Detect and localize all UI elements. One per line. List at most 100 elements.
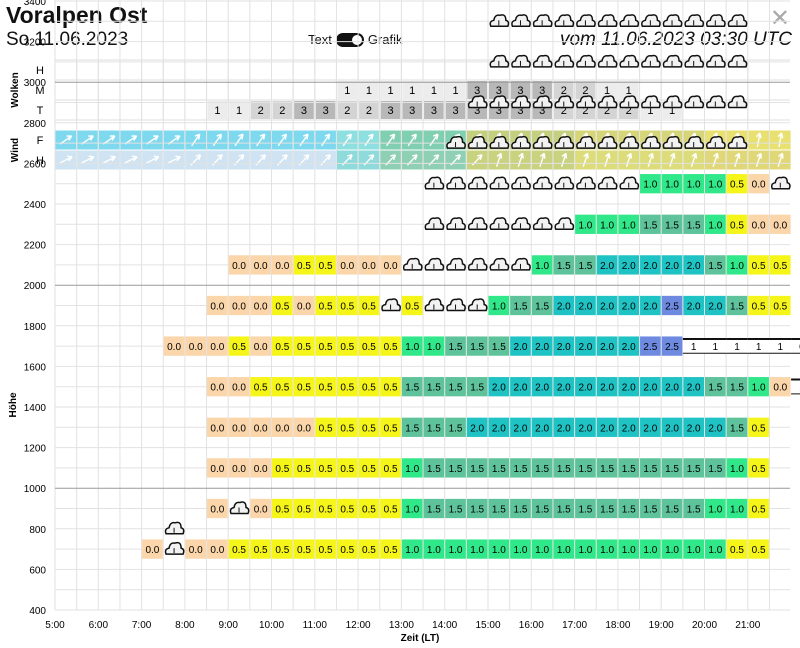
lift-cell xyxy=(423,377,445,397)
cloud-cover-value: 3 xyxy=(409,105,415,117)
lift-value: 1.5 xyxy=(557,261,571,272)
wolken-row-label: T xyxy=(37,105,44,117)
lift-value: 0.0 xyxy=(340,261,354,272)
lift-value: 1.5 xyxy=(514,302,528,313)
cloud-cover-cell xyxy=(575,81,596,99)
lift-value: 1.0 xyxy=(405,464,419,475)
lift-cell xyxy=(705,377,726,397)
lift-value: 0.0 xyxy=(145,545,159,556)
lift-cell xyxy=(575,295,596,316)
lift-value: 0.0 xyxy=(773,383,787,394)
lift-value: 0.5 xyxy=(752,423,766,434)
lift-value: 0.0 xyxy=(275,261,289,272)
lift-value: 0.5 xyxy=(297,505,311,516)
cloud-cover-value: 2 xyxy=(604,105,610,117)
cloud-icon xyxy=(489,54,510,68)
lift-cell xyxy=(618,458,640,478)
lift-value: 0.0 xyxy=(297,302,311,313)
cloud-cover-value: 3 xyxy=(452,105,458,117)
lift-cell xyxy=(748,417,769,437)
lift-cell xyxy=(683,458,704,478)
cloud-cover-value: 1 xyxy=(669,105,675,117)
lift-value: 1.5 xyxy=(492,505,506,516)
lift-value: 2.0 xyxy=(557,302,571,313)
x-tick-label: 6:00 xyxy=(89,620,109,631)
cloud-icon xyxy=(489,95,510,109)
cloudbase-value: 1 xyxy=(713,342,719,353)
lift-value: 2.0 xyxy=(600,423,614,434)
cloud-icon xyxy=(467,257,488,271)
lift-cell xyxy=(488,498,510,519)
wind-arrow-icon xyxy=(755,132,762,148)
lift-cell xyxy=(358,336,380,356)
lift-cell xyxy=(618,539,640,559)
lift-cell xyxy=(531,539,553,559)
lift-value: 0.5 xyxy=(340,383,354,394)
lift-cell xyxy=(207,539,228,559)
cloudbase-cell xyxy=(682,338,705,354)
cloud-cover-value: 2 xyxy=(626,105,632,117)
cloud-icon xyxy=(532,217,553,231)
lift-value: 2.0 xyxy=(492,423,506,434)
lift-cell xyxy=(726,498,748,519)
y-tick-label: 1000 xyxy=(24,484,47,495)
lift-value: 1.5 xyxy=(665,220,679,231)
cloud-cover-cell xyxy=(553,81,574,99)
lift-cell xyxy=(683,539,704,559)
lift-value: 0.5 xyxy=(384,545,398,556)
lift-value: 1.0 xyxy=(405,545,419,556)
lift-cell xyxy=(575,336,596,356)
cloud-icon xyxy=(511,135,531,149)
lift-cell xyxy=(401,377,423,397)
cloud-icon xyxy=(554,217,575,231)
lift-cell xyxy=(640,336,661,356)
view-toggle[interactable]: Text Grafik xyxy=(308,32,403,47)
close-icon[interactable]: ✕ xyxy=(769,5,790,32)
lift-value: 1.0 xyxy=(687,180,701,191)
x-tick-label: 10:00 xyxy=(259,620,284,631)
lift-cell xyxy=(726,174,748,194)
lift-cell xyxy=(705,417,726,437)
lift-value: 1.0 xyxy=(405,342,419,353)
wind-arrow-icon xyxy=(407,133,417,147)
lift-value: 0.0 xyxy=(210,383,224,394)
lift-cell xyxy=(358,255,380,275)
lift-value: 0.0 xyxy=(189,545,203,556)
lift-value: 1.0 xyxy=(730,464,744,475)
lift-cell xyxy=(705,214,726,234)
x-tick-label: 15:00 xyxy=(475,620,500,631)
cloud-cover-cell xyxy=(597,81,617,99)
cloud-icon xyxy=(467,135,488,149)
lift-cell xyxy=(228,377,250,397)
lift-value: 0.5 xyxy=(384,505,398,516)
lift-cell xyxy=(726,295,748,316)
cloud-cover-value: 2 xyxy=(561,85,567,97)
lift-value: 2.0 xyxy=(492,383,506,394)
lift-cell xyxy=(618,214,640,234)
lift-cell xyxy=(336,498,358,519)
cloudbase-value: 1 xyxy=(691,342,697,353)
cloud-icon xyxy=(684,95,705,109)
cloud-icon xyxy=(727,54,748,68)
cloud-icon xyxy=(489,135,510,149)
wind-arrow-icon xyxy=(212,133,223,147)
cloud-cover-cell xyxy=(359,81,379,99)
lift-value: 0.5 xyxy=(752,302,766,313)
toggle-switch[interactable] xyxy=(335,32,364,47)
lift-value: 1.0 xyxy=(752,383,766,394)
wind-arrow-icon xyxy=(234,133,244,147)
lift-cell xyxy=(207,336,228,356)
wind-arrow-icon xyxy=(517,152,524,167)
cloud-icon xyxy=(554,135,575,149)
lift-cell xyxy=(640,255,661,275)
lift-value: 1.0 xyxy=(708,545,722,556)
cloud-icon xyxy=(619,176,640,190)
lift-cell xyxy=(358,539,380,559)
cloud-icon xyxy=(706,135,726,149)
lift-value: 0.0 xyxy=(210,423,224,434)
lift-cell xyxy=(293,295,315,316)
x-axis-label: Zeit (LT) xyxy=(401,633,440,644)
lift-value: 2.0 xyxy=(535,342,549,353)
lift-cell xyxy=(661,498,683,519)
